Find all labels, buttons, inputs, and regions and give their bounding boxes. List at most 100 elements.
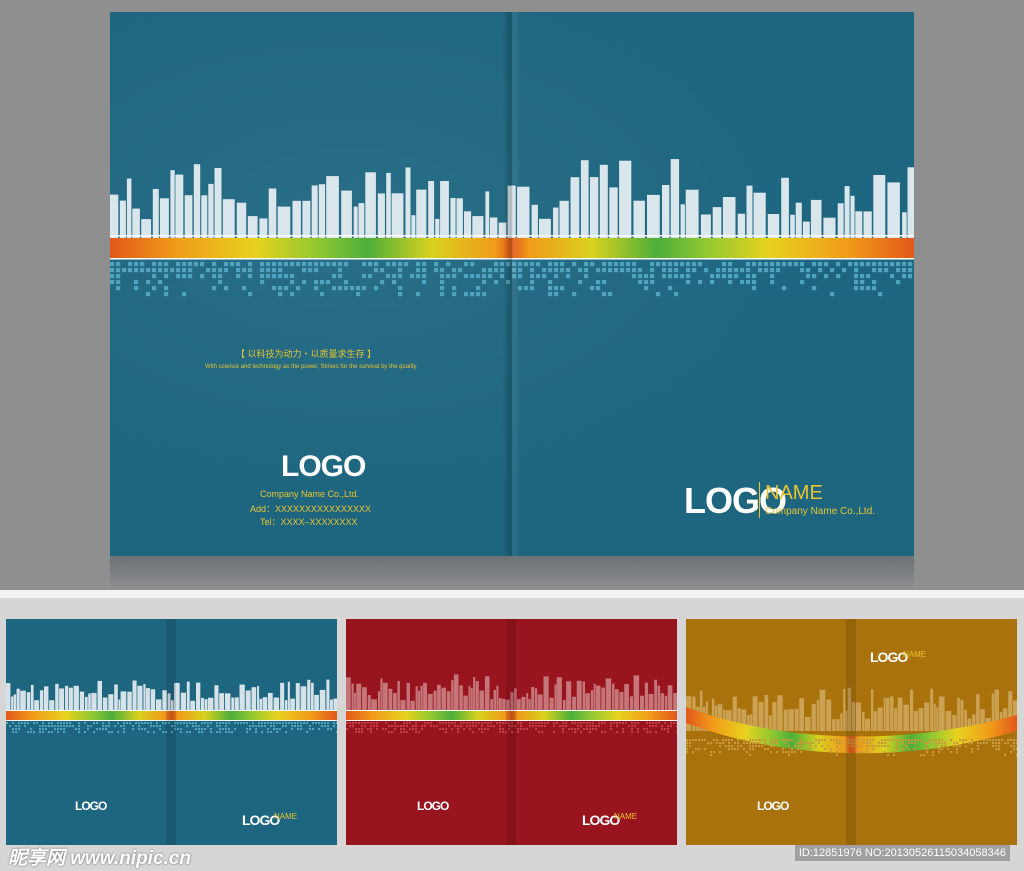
pattern-dot xyxy=(228,731,231,734)
pattern-dot xyxy=(306,731,309,734)
skyline-building xyxy=(26,692,31,710)
pattern-dot xyxy=(332,274,337,279)
pattern-dot xyxy=(628,725,631,728)
skyline-building xyxy=(732,696,737,731)
pattern-dot xyxy=(370,725,373,728)
pattern-dot xyxy=(228,722,231,725)
pattern-dot xyxy=(845,739,848,742)
pattern-dot xyxy=(373,725,376,728)
skyline-building xyxy=(549,697,554,710)
pattern-dot xyxy=(631,731,634,734)
pattern-dot xyxy=(236,262,241,267)
pattern-dot xyxy=(866,262,871,267)
pattern-dot xyxy=(680,262,685,267)
pattern-dot xyxy=(529,725,532,728)
skyline-building xyxy=(528,699,531,710)
pattern-dot xyxy=(878,742,881,745)
pattern-dot xyxy=(851,739,854,742)
pattern-dot xyxy=(264,725,267,728)
pattern-dot xyxy=(944,742,947,745)
pattern-dot xyxy=(695,739,698,742)
skyline-building xyxy=(329,699,333,710)
pattern-dot xyxy=(544,725,547,728)
skyline-building xyxy=(479,690,485,710)
variant-thumbnail-blue: LOGO LOGO NAME xyxy=(6,619,337,845)
skyline-building xyxy=(816,699,820,731)
skyline-building xyxy=(781,177,789,246)
pattern-dot xyxy=(637,731,640,734)
skyline-building xyxy=(836,719,840,731)
pattern-dot xyxy=(574,728,577,731)
pattern-dot xyxy=(794,745,797,748)
skyline-building xyxy=(644,682,648,710)
skyline-building xyxy=(156,699,162,710)
slogan-english: With science and technology as the power… xyxy=(205,364,417,370)
pattern-dot xyxy=(102,728,105,731)
pattern-dot xyxy=(584,268,589,273)
pattern-dot xyxy=(496,722,499,725)
pattern-dot xyxy=(637,722,640,725)
skyline-building xyxy=(382,682,388,710)
skyline-building xyxy=(11,696,14,710)
pattern-dot xyxy=(42,731,45,734)
pattern-dot xyxy=(836,742,839,745)
skyline-building xyxy=(180,692,186,710)
skyline-building xyxy=(605,678,612,710)
pattern-dot xyxy=(839,748,842,751)
pattern-dot xyxy=(1013,748,1016,751)
skyline-building xyxy=(764,694,769,731)
pattern-dot xyxy=(464,274,469,279)
pattern-dot xyxy=(719,751,722,754)
pattern-dot xyxy=(66,722,69,725)
pattern-dot xyxy=(616,731,619,734)
pattern-dot xyxy=(830,739,833,742)
pattern-dot xyxy=(857,751,860,754)
pattern-dot xyxy=(216,725,219,728)
pattern-dot xyxy=(434,268,439,273)
pattern-dot xyxy=(400,725,403,728)
pattern-dot xyxy=(421,725,424,728)
pattern-dot xyxy=(128,262,133,267)
pattern-dot xyxy=(290,262,295,267)
pattern-dot xyxy=(692,739,695,742)
pattern-dot xyxy=(476,286,481,291)
pattern-dot xyxy=(219,725,222,728)
pattern-dot xyxy=(896,745,899,748)
skyline-building xyxy=(496,685,499,710)
skyline-building xyxy=(239,684,245,710)
pattern-dot xyxy=(278,268,283,273)
pattern-dot xyxy=(415,728,418,731)
pattern-dot xyxy=(535,725,538,728)
skyline-building xyxy=(472,216,484,246)
pattern-dot xyxy=(394,725,397,728)
pattern-dot xyxy=(662,262,667,267)
pattern-dot xyxy=(415,725,418,728)
skyline-building xyxy=(976,694,980,731)
pattern-dot xyxy=(18,722,21,725)
skyline-building xyxy=(201,195,208,246)
pattern-dot xyxy=(188,262,193,267)
pattern-dot xyxy=(572,262,577,267)
pattern-dot xyxy=(752,280,757,285)
skyline-building xyxy=(59,688,64,710)
pattern-dot xyxy=(158,280,163,285)
pattern-dot xyxy=(27,722,30,725)
pattern-dot xyxy=(272,274,277,279)
skyline-building xyxy=(747,714,750,731)
pattern-dot xyxy=(553,731,556,734)
pattern-dot xyxy=(710,754,713,757)
pattern-dot xyxy=(1010,739,1013,742)
pattern-dot xyxy=(186,725,189,728)
pattern-dot xyxy=(445,722,448,725)
skyline-building xyxy=(273,697,280,710)
pattern-dot xyxy=(514,725,517,728)
pattern-dot xyxy=(206,268,211,273)
skyline-building xyxy=(114,684,118,710)
pattern-dot xyxy=(719,742,722,745)
skyline-building xyxy=(772,702,777,731)
pattern-dot xyxy=(457,731,460,734)
pattern-dot xyxy=(956,748,959,751)
pattern-dot xyxy=(800,751,803,754)
pattern-dot xyxy=(1004,742,1007,745)
pattern-dot xyxy=(15,728,18,731)
